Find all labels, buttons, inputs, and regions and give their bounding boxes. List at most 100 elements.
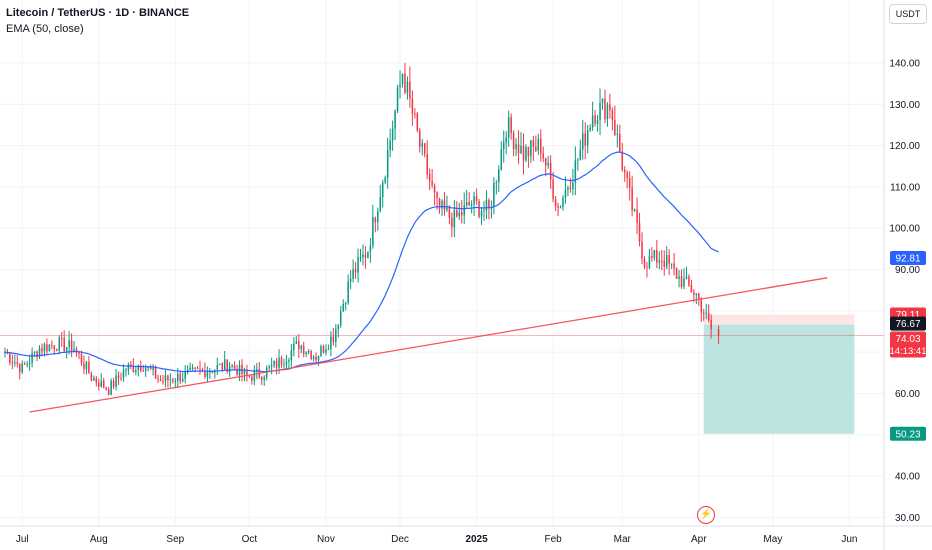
candle-body: [38, 348, 41, 358]
candle-body: [181, 378, 184, 382]
symbol-title[interactable]: Litecoin / TetherUS · 1D · BINANCE: [6, 7, 189, 19]
candle-body: [658, 260, 661, 263]
candle-body: [285, 361, 288, 365]
candle-body: [23, 363, 26, 365]
candle-body: [522, 145, 525, 161]
candle-body: [586, 130, 589, 146]
candle-body: [389, 140, 391, 151]
price-label: 79.11: [896, 310, 921, 321]
ema-legend[interactable]: EMA (50, close): [6, 23, 84, 35]
candle-body: [670, 263, 673, 265]
candle-body: [386, 150, 389, 178]
candle-body: [633, 209, 636, 211]
candle-body: [643, 258, 646, 267]
candle-body: [302, 345, 305, 355]
candle-body: [312, 356, 315, 360]
candle-body: [391, 128, 394, 141]
candle-body: [142, 370, 144, 372]
candle-body: [384, 177, 386, 183]
position-zones: [0, 314, 884, 434]
candle-body: [567, 187, 569, 190]
candle-body: [177, 373, 179, 381]
candle-body: [154, 367, 157, 379]
countdown-label: 14:13:41: [890, 346, 927, 357]
candle-body: [460, 212, 463, 216]
candle-body: [169, 379, 172, 381]
candle-body: [275, 360, 278, 368]
candle-body: [344, 302, 347, 305]
trendline[interactable]: [29, 277, 828, 413]
candle-body: [609, 104, 611, 111]
candle-body: [693, 292, 695, 295]
candle-body: [315, 356, 317, 361]
candle-body: [596, 120, 599, 124]
candle-body: [626, 172, 628, 179]
candle-body: [695, 293, 698, 295]
candle-body: [431, 181, 433, 186]
candle-body: [201, 369, 204, 371]
candle-body: [305, 352, 307, 355]
candle-body: [105, 387, 107, 390]
candle-body: [102, 380, 105, 388]
candle-body: [396, 87, 399, 111]
x-tick-label: May: [763, 534, 782, 545]
candle-body: [6, 352, 9, 354]
candle-body: [16, 362, 19, 364]
candle-body: [98, 382, 100, 387]
x-tick-label: Oct: [242, 534, 258, 545]
candle-body: [130, 364, 132, 366]
candle-body: [248, 375, 251, 377]
candle-body: [698, 293, 700, 300]
candle-body: [65, 347, 68, 352]
candle-body: [616, 133, 619, 135]
candle-body: [680, 276, 683, 287]
candle-body: [11, 362, 14, 364]
candle-body: [433, 185, 436, 193]
x-tick-label: Apr: [691, 534, 707, 545]
candle-body: [335, 328, 337, 342]
y-tick-label: 90.00: [895, 265, 920, 276]
candle-body: [591, 115, 594, 128]
candle-body: [569, 187, 572, 190]
candle-body: [710, 319, 712, 330]
candle-body: [162, 381, 164, 383]
price-label: 76.67: [895, 319, 920, 330]
candle-body: [51, 344, 53, 346]
candle-body: [577, 159, 579, 161]
candle-body: [584, 133, 586, 146]
candle-body: [330, 336, 332, 350]
candle-body: [263, 377, 265, 380]
price-axis[interactable]: 30.0040.0050.0060.0070.0080.0090.00100.0…: [883, 0, 920, 550]
candle-body: [196, 367, 199, 369]
candle-body: [619, 133, 621, 152]
candle-body: [438, 198, 441, 209]
x-tick-label: Feb: [545, 534, 563, 545]
candle-body: [295, 341, 298, 344]
lightning-icon[interactable]: ⚡: [697, 506, 715, 524]
x-tick-label: Mar: [614, 534, 632, 545]
candle-body: [443, 200, 446, 211]
candle-body: [589, 127, 591, 131]
time-axis[interactable]: Jul Aug Sep Oct Nov Dec 2025 Feb Mar Apr May Jun: [0, 525, 932, 545]
candle-body: [122, 370, 125, 379]
candle-body: [100, 380, 103, 387]
candle-body: [56, 349, 58, 351]
candle-body: [473, 196, 475, 205]
candle-body: [63, 338, 65, 352]
candle-body: [290, 350, 293, 361]
candle-body: [685, 276, 688, 279]
candle-body: [194, 367, 196, 369]
candle-body: [537, 138, 540, 151]
candle-body: [265, 368, 268, 378]
candle-body: [599, 102, 601, 121]
candle-body: [369, 245, 372, 252]
candle-body: [174, 380, 177, 382]
candle-body: [554, 199, 557, 207]
currency-button[interactable]: USDT: [889, 4, 927, 24]
candle-body: [115, 375, 117, 387]
candle-body: [374, 217, 377, 223]
candle-body: [441, 200, 443, 209]
candle-body: [159, 379, 162, 382]
